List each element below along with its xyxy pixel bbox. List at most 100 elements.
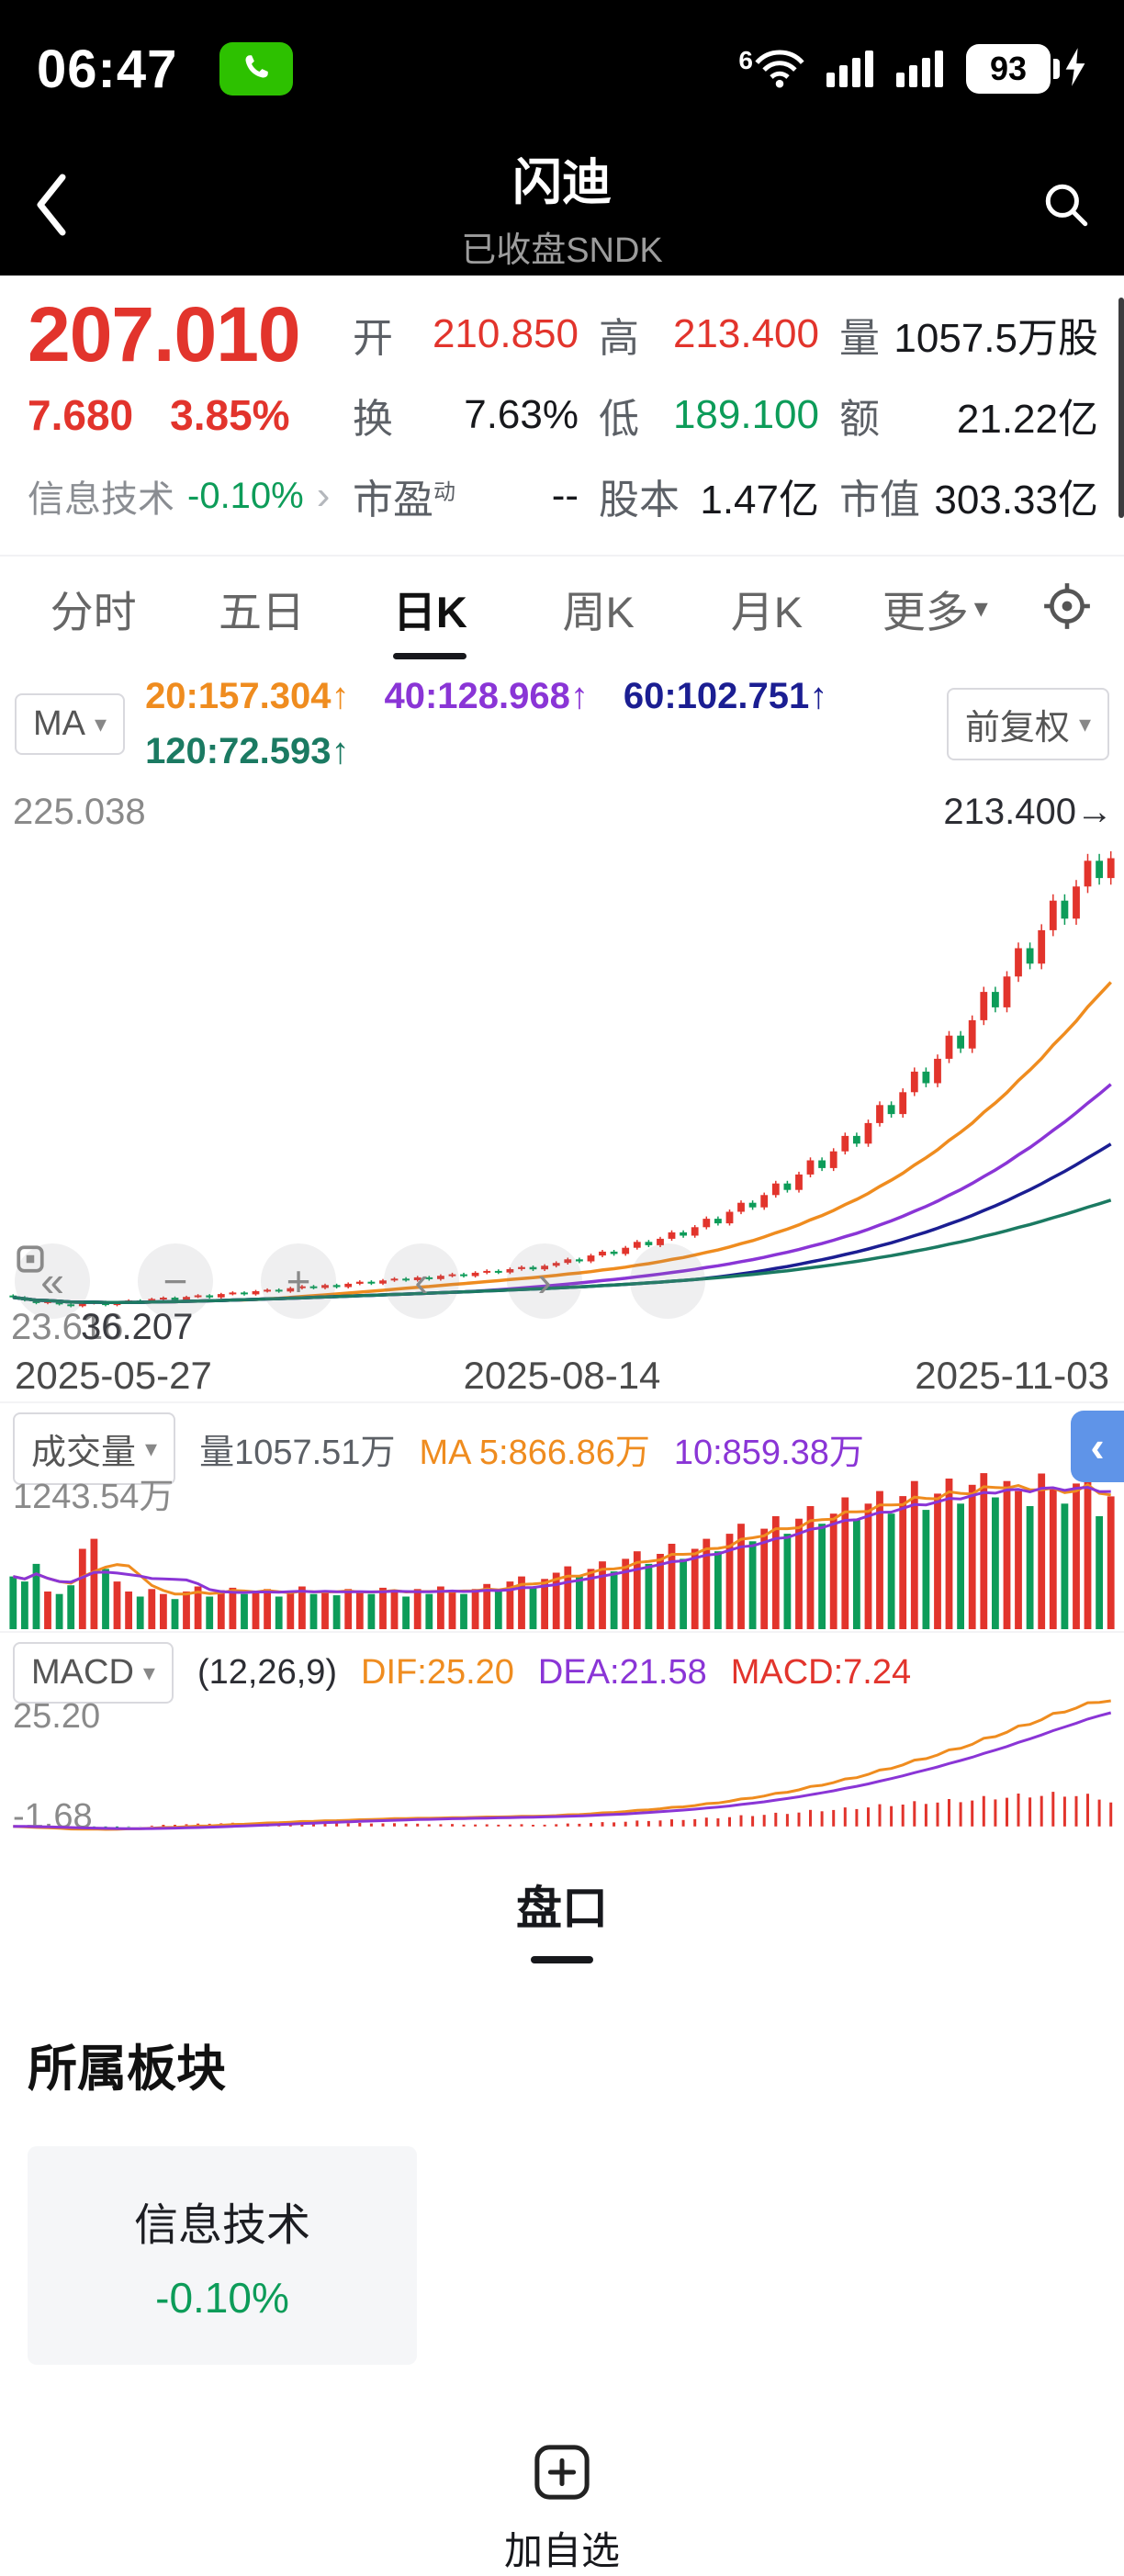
sector-card-name: 信息技术: [133, 2201, 310, 2250]
quote-section: 207.010 开 210.850 高 213.400 量 1057.5万股 7…: [0, 276, 1124, 555]
quote-field-turnover: 换 7.63%: [353, 392, 579, 442]
volume-indicator-selector[interactable]: 成交量 ▾: [13, 1412, 176, 1485]
price-change-row: 7.680 3.85%: [0, 390, 347, 440]
macd-indicator-selector[interactable]: MACD ▾: [13, 1642, 174, 1704]
caret-down-icon: ▾: [1078, 709, 1091, 737]
add-plus-icon: [534, 2444, 590, 2505]
quote-field-volume: 量 1057.5万股: [839, 316, 1098, 361]
x-label-end: 2025-11-03: [915, 1354, 1109, 1397]
sector-link[interactable]: 信息技术 -0.10% ›: [0, 469, 347, 523]
quote-field-cap: 市值 303.33亿: [839, 478, 1098, 523]
clock: 06:47: [37, 39, 178, 99]
tab-weekly-k[interactable]: 周K: [562, 587, 635, 636]
volume-pane[interactable]: 成交量 ▾ 量1057.51万 MA 5:866.86万 10:859.38万 …: [0, 1401, 1124, 1631]
restore-view-button[interactable]: [17, 1243, 705, 1319]
tab-fenshi[interactable]: 分时: [50, 587, 137, 636]
active-tab-underline: [393, 653, 467, 659]
gear-icon: [1040, 579, 1094, 637]
change-percent: 3.85%: [170, 391, 290, 439]
back-button[interactable]: [33, 174, 97, 241]
ma-selector[interactable]: MA ▾: [15, 692, 126, 755]
caret-down-icon: ▾: [95, 709, 107, 737]
candlestick-chart[interactable]: 225.038 213.400→ 23.616 36.207 « − + ‹ ›: [0, 788, 1124, 1350]
zoom-in-button[interactable]: +: [261, 1243, 336, 1319]
search-icon: [1041, 180, 1091, 234]
ma120-value: 120:72.593↑: [145, 731, 350, 771]
adjust-mode-selector[interactable]: 前复权 ▾: [946, 687, 1109, 760]
wechat-call-badge[interactable]: [219, 42, 294, 96]
y-axis-min-label: 23.616: [11, 1307, 124, 1347]
phone-icon: [241, 51, 272, 87]
macd-dea: DEA:21.58: [537, 1653, 707, 1692]
ma-indicator-bar: MA ▾ 20:157.304↑ 40:128.968↑ 60:102.751↑…: [0, 659, 1124, 788]
sector-card-change: -0.10%: [155, 2274, 289, 2322]
y-axis-max-label: 225.038: [13, 792, 146, 832]
battery-percent: 93: [989, 50, 1028, 87]
change-amount: 7.680: [28, 391, 134, 439]
quote-field-low: 低 189.100: [599, 392, 819, 442]
app-header: 闪迪 已收盘SNDK: [0, 138, 1124, 276]
cell-signal-icon-sim1: [826, 46, 874, 93]
cell-signal-icon-sim2: [896, 46, 944, 93]
chart-nav-buttons: « − + ‹ ›: [15, 1243, 705, 1319]
zoom-out-button[interactable]: −: [138, 1243, 213, 1319]
ma60-value: 60:102.751↑: [623, 676, 828, 716]
scrollbar[interactable]: [1118, 298, 1124, 518]
x-label-start: 2025-05-27: [15, 1354, 212, 1397]
volume-y-max-label: 1243.54万: [13, 1478, 174, 1516]
tab-monthly-k[interactable]: 月K: [730, 587, 804, 636]
search-button[interactable]: [1041, 180, 1091, 234]
sector-change: -0.10%: [187, 475, 304, 516]
sector-section-title: 所属板块: [28, 2042, 226, 2097]
ma40-value: 40:128.968↑: [384, 676, 589, 716]
pankou-tab-underline: [531, 1956, 593, 1963]
macd-svg[interactable]: [0, 1690, 1124, 1835]
quote-field-equity: 股本 1.47亿: [599, 478, 819, 523]
pan-left-button[interactable]: ‹: [384, 1243, 459, 1319]
volume-header: 成交量 ▾ 量1057.51万 MA 5:866.86万 10:859.38万: [0, 1403, 1124, 1485]
last-price-marker: 213.400→: [943, 792, 1113, 832]
quote-field-open: 开 210.850: [353, 311, 579, 361]
bottom-action-bar: 加自选: [0, 2411, 1124, 2576]
sector-section: 所属板块 信息技术 -0.10%: [0, 2028, 1124, 2365]
battery-icon: 93: [966, 44, 1087, 94]
caret-down-icon: ▾: [973, 592, 988, 624]
tab-wuri[interactable]: 五日: [218, 587, 305, 636]
last-price: 207.010: [28, 291, 301, 377]
chart-settings-button[interactable]: [1019, 579, 1115, 637]
macd-y-max-label: 25.20: [13, 1697, 101, 1736]
add-to-watchlist-button[interactable]: 加自选: [504, 2444, 620, 2576]
quote-field-high: 高 213.400: [599, 311, 819, 361]
charging-bolt-icon: [1063, 47, 1087, 91]
tab-daily-k[interactable]: 日K: [346, 557, 514, 659]
wifi-icon: 6: [738, 46, 804, 90]
quote-field-pe: 市盈动 --: [353, 473, 579, 523]
macd-dif: DIF:25.20: [361, 1653, 514, 1692]
sector-card[interactable]: 信息技术 -0.10%: [28, 2146, 417, 2365]
stock-title: 闪迪: [512, 155, 612, 210]
macd-pane[interactable]: MACD ▾ (12,26,9) DIF:25.20 DEA:21.58 MAC…: [0, 1631, 1124, 1837]
pan-right-button[interactable]: ›: [507, 1243, 582, 1319]
caret-down-icon: ▾: [145, 1434, 158, 1462]
macd-hist-value: MACD:7.24: [730, 1653, 912, 1692]
chevron-right-icon: ›: [316, 473, 331, 518]
volume-bars-svg[interactable]: [0, 1462, 1124, 1631]
caret-down-icon: ▾: [142, 1659, 155, 1686]
collapse-panel-button[interactable]: ‹: [1071, 1411, 1124, 1482]
sector-name: 信息技术: [28, 479, 174, 520]
x-axis-labels: 2025-05-27 2025-08-14 2025-11-03: [0, 1350, 1124, 1401]
ma20-value: 20:157.304↑: [145, 676, 350, 716]
macd-params: (12,26,9): [197, 1653, 338, 1692]
quote-field-amount: 额 21.22亿: [839, 397, 1098, 442]
chevron-left-icon: ‹: [1090, 1423, 1105, 1470]
candlestick-svg[interactable]: [0, 788, 1124, 1350]
ma-values: 20:157.304↑ 40:128.968↑ 60:102.751↑ 120:…: [145, 672, 927, 775]
tab-more[interactable]: 更多 ▾: [882, 587, 988, 636]
volume-ma5: MA 5:866.86万: [419, 1434, 650, 1472]
pankou-tab[interactable]: 盘口: [0, 1837, 1124, 1985]
x-label-middle: 2025-08-14: [463, 1354, 661, 1397]
market-status: 已收盘SNDK: [461, 231, 663, 270]
volume-current: 量1057.51万: [199, 1434, 396, 1472]
chart-period-tabs: 分时 五日 日K 周K 月K 更多 ▾: [0, 555, 1124, 659]
start-price-label: 36.207: [81, 1307, 194, 1347]
